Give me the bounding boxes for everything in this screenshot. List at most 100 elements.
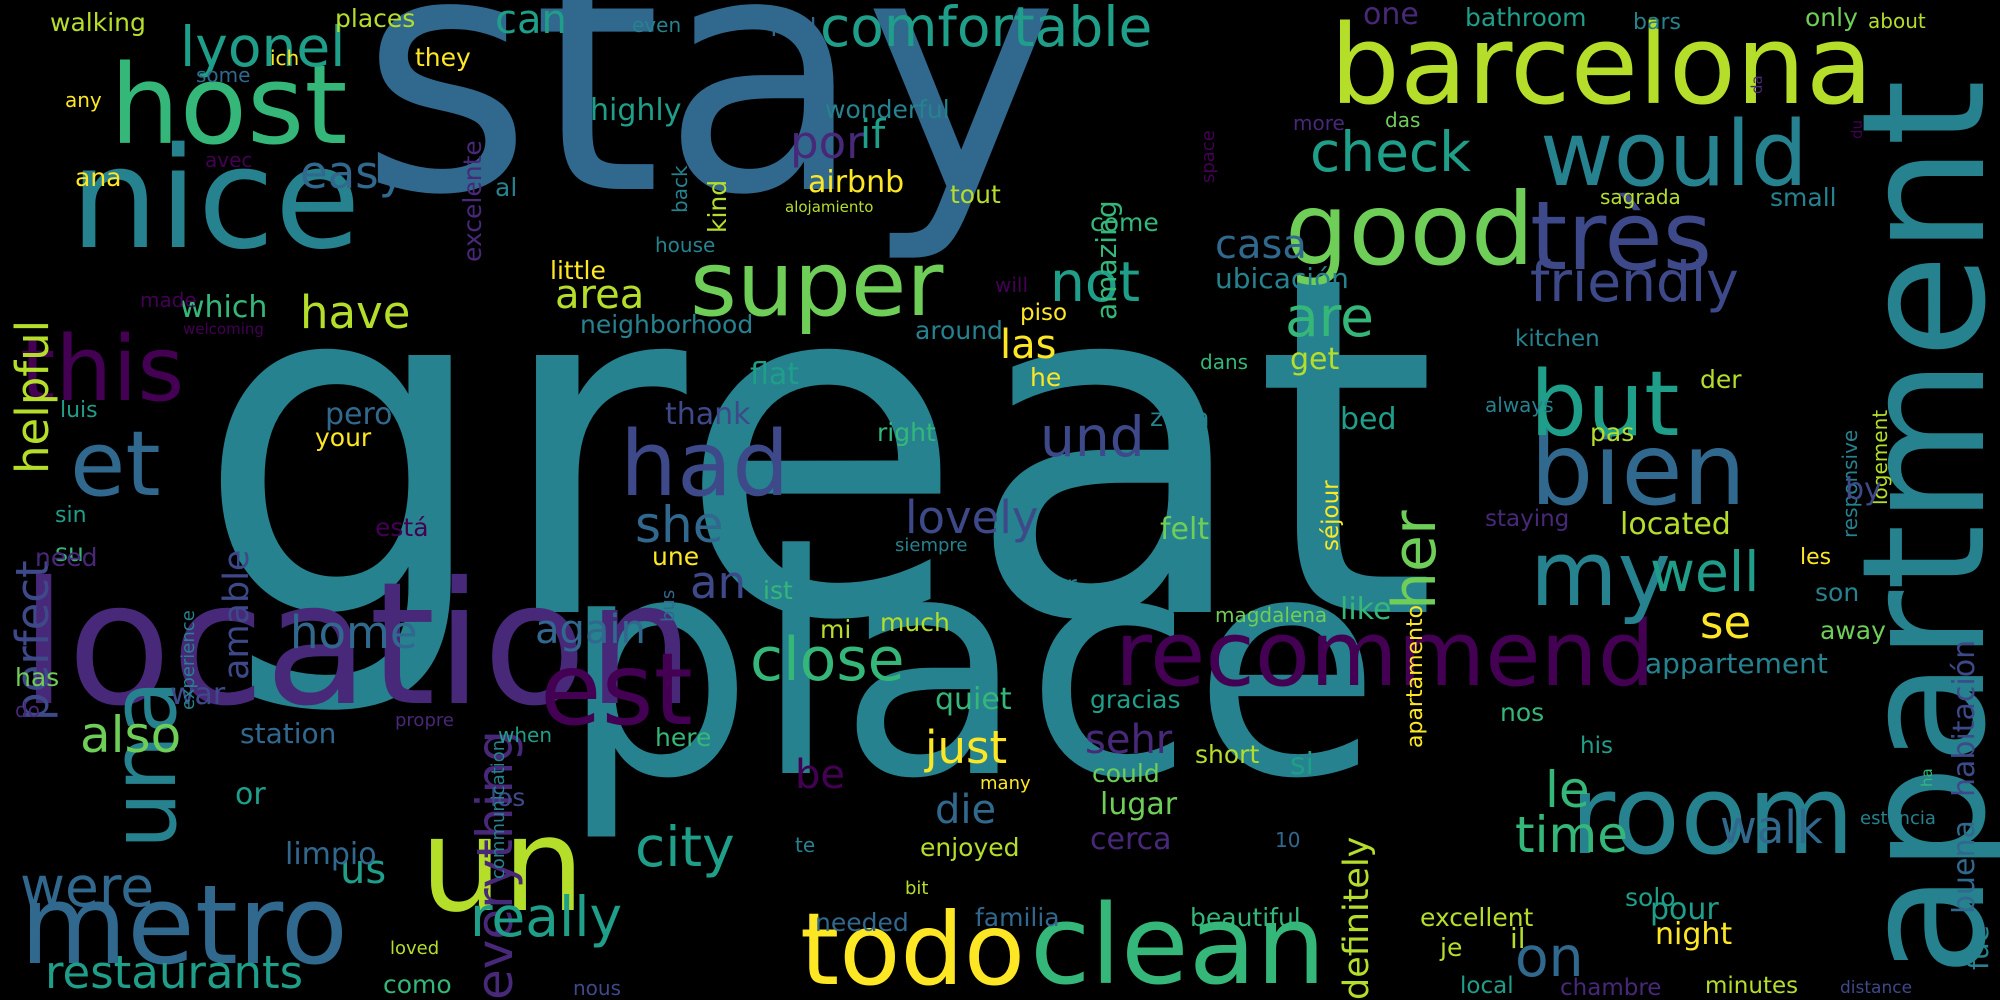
word-lyonel: lyonel — [180, 15, 346, 79]
word-by: by — [1845, 472, 1882, 507]
word-barcelona: barcelona — [1330, 1, 1874, 129]
word-je: je — [1440, 933, 1463, 962]
word-habitación: habitación — [1947, 639, 1982, 797]
word-if: if — [860, 112, 886, 158]
word-needed: needed — [815, 908, 909, 937]
word-he: he — [1030, 363, 1062, 392]
word-right: right — [877, 418, 936, 447]
word-friendly: friendly — [1530, 250, 1739, 314]
word-da: da — [1748, 75, 1766, 94]
word-here: here — [655, 723, 712, 752]
word-dans: dans — [1200, 350, 1249, 374]
word-comfortable: comfortable — [820, 0, 1153, 59]
word-area: area — [555, 272, 645, 318]
word-need: need — [35, 543, 98, 572]
word-limpio: limpio — [285, 837, 377, 872]
word-can: can — [495, 0, 567, 43]
word-on: on — [1515, 925, 1584, 989]
word-zona: zona — [1150, 403, 1210, 432]
word-ha: ha — [1918, 768, 1936, 787]
word-très: très — [1530, 182, 1713, 292]
word-loved: loved — [390, 938, 440, 959]
word-station: station — [240, 717, 337, 750]
word-any: any — [65, 88, 102, 112]
word-would: would — [1540, 102, 1808, 207]
word-could: could — [1092, 759, 1160, 788]
word-communication: communication — [488, 739, 509, 879]
word-walk: walk — [1720, 801, 1823, 854]
word-du: du — [1848, 119, 1866, 139]
word-piso: piso — [1020, 300, 1068, 326]
word-really: really — [470, 885, 623, 949]
word-son: son — [1815, 578, 1860, 607]
word-places: places — [335, 4, 416, 33]
word-kitchen: kitchen — [1515, 326, 1600, 352]
word-city: city — [635, 815, 735, 879]
word-but: but — [1530, 352, 1680, 457]
word-were: were — [20, 855, 155, 919]
word-location: location — [20, 546, 695, 744]
word-she: she — [635, 496, 724, 554]
word-back: back — [668, 165, 692, 213]
word-fue: fue — [1962, 925, 1995, 970]
word-kind: kind — [703, 179, 732, 233]
word-ubicación: ubicación — [1215, 262, 1349, 295]
word-small: small — [1770, 183, 1837, 212]
word-easy: easy — [300, 146, 406, 199]
word-pas: pas — [1590, 418, 1635, 447]
word-place: place — [560, 490, 1381, 845]
word-room: room — [1570, 751, 1855, 879]
word-ana: ana — [75, 163, 122, 192]
word-das: das — [1385, 108, 1421, 132]
word-one: one — [1363, 0, 1419, 32]
word-space: space — [1198, 130, 1219, 183]
word-avec: avec — [205, 148, 253, 172]
word-some: some — [196, 63, 251, 87]
word-definitely: definitely — [1337, 836, 1377, 1000]
word-las: las — [1000, 322, 1057, 368]
word-bathroom: bathroom — [1465, 3, 1587, 32]
word-super: super — [690, 232, 944, 337]
word-this: this — [20, 317, 185, 422]
word-sagrada: sagrada — [1600, 185, 1681, 209]
word-highly: highly — [590, 93, 682, 128]
word-appartement: appartement — [1645, 647, 1828, 680]
word-ist: ist — [763, 576, 793, 605]
word-die: die — [935, 787, 997, 833]
word-had: had — [620, 412, 790, 517]
word-si: si — [1290, 747, 1314, 782]
word-nice: nice — [70, 118, 361, 281]
word-tout: tout — [950, 180, 1001, 209]
word-pour: pour — [1650, 892, 1719, 927]
word-helpful: helpful — [6, 319, 59, 474]
word-or: or — [235, 777, 266, 812]
word-al: al — [495, 173, 518, 202]
word-bit: bit — [905, 878, 929, 899]
word-an: an — [690, 556, 747, 609]
word-minutes: minutes — [1705, 973, 1799, 999]
word-il: il — [1510, 922, 1526, 955]
word-they: they — [415, 43, 471, 72]
word-casa: casa — [1215, 222, 1307, 268]
word-te: te — [795, 833, 816, 857]
word-has: has — [15, 663, 60, 692]
word-have: have — [300, 286, 411, 339]
word-more: more — [1293, 111, 1345, 135]
word-los: los — [490, 783, 526, 812]
word-amable: amable — [217, 549, 257, 680]
word-beautiful: beautiful — [1190, 903, 1301, 932]
word-cerca: cerca — [1090, 822, 1172, 857]
word-solo: solo — [1625, 883, 1676, 912]
word-su: su — [55, 538, 84, 567]
word-feel: feel — [770, 13, 817, 42]
word-stay: stay — [360, 0, 1059, 267]
word-even: even — [632, 13, 682, 37]
word-todo: todo — [800, 891, 1026, 1000]
word-made: made — [140, 288, 197, 312]
word-bars: bars — [1633, 10, 1681, 35]
word-enjoyed: enjoyed — [920, 833, 1020, 862]
word-host: host — [110, 41, 348, 169]
word-alojamiento: alojamiento — [785, 198, 874, 216]
word-le: le — [1545, 761, 1590, 819]
